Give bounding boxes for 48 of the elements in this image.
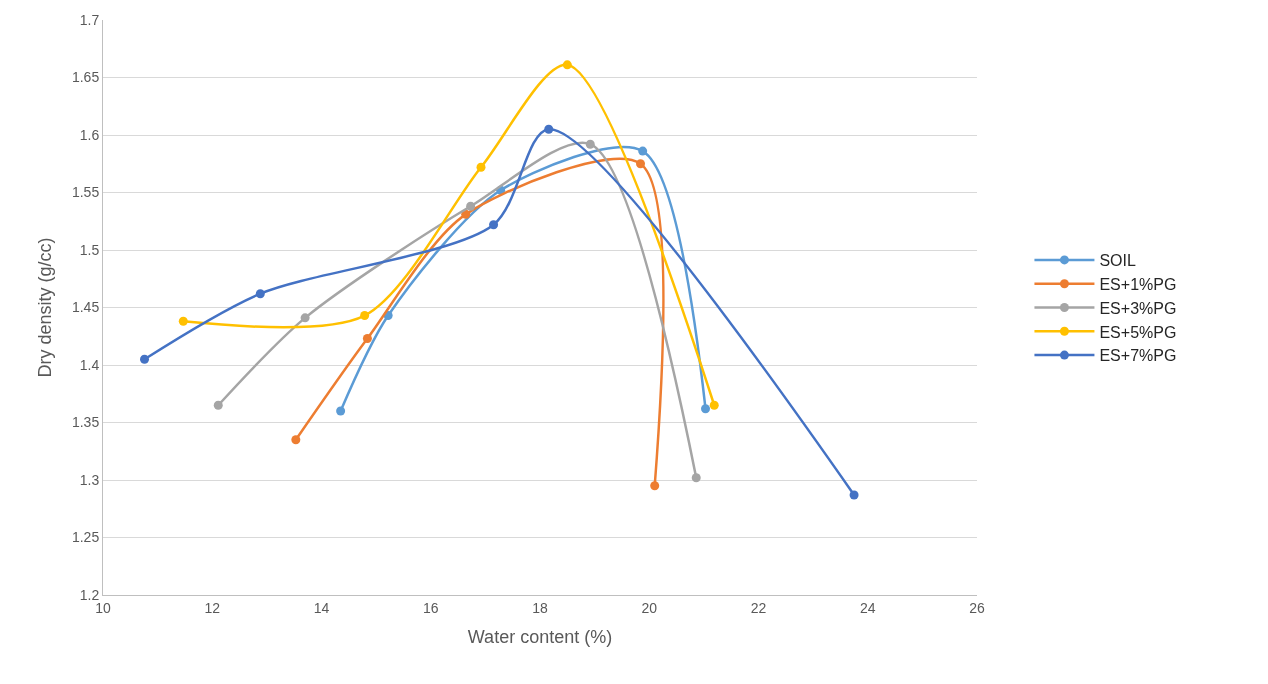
y-tick-label: 1.4 bbox=[79, 356, 100, 373]
x-tick-label: 18 bbox=[532, 599, 548, 616]
point bbox=[562, 60, 572, 70]
y-tick-label: 1.7 bbox=[79, 11, 100, 28]
point bbox=[291, 435, 301, 445]
y-tick-label: 1.6 bbox=[79, 126, 100, 143]
point bbox=[636, 159, 646, 169]
x-tick-label: 24 bbox=[859, 599, 876, 616]
point bbox=[255, 289, 265, 299]
point bbox=[466, 201, 476, 211]
point bbox=[849, 490, 859, 500]
legend-label: ES+3%PG bbox=[1099, 299, 1177, 317]
x-tick-label: 26 bbox=[969, 599, 985, 616]
y-tick-label: 1.3 bbox=[79, 471, 100, 488]
x-tick-label: 14 bbox=[313, 599, 330, 616]
point bbox=[489, 220, 499, 230]
x-tick-label: 22 bbox=[750, 599, 767, 616]
legend-label: ES+7%PG bbox=[1099, 347, 1177, 365]
point bbox=[585, 139, 595, 149]
point bbox=[709, 400, 719, 410]
point bbox=[213, 400, 223, 410]
point bbox=[691, 473, 701, 483]
point bbox=[360, 311, 370, 321]
legend-label: SOIL bbox=[1099, 252, 1136, 270]
y-tick-label: 1.35 bbox=[71, 414, 100, 431]
point bbox=[140, 354, 150, 364]
point bbox=[476, 162, 486, 172]
x-tick-label: 20 bbox=[641, 599, 658, 616]
x-axis-title: Water content (%) bbox=[467, 626, 613, 647]
point bbox=[461, 209, 471, 219]
point bbox=[300, 313, 310, 323]
y-axis-title: Dry density (g/cc) bbox=[35, 237, 56, 378]
point bbox=[336, 406, 346, 416]
y-tick-label: 1.5 bbox=[79, 241, 100, 258]
y-tick-label: 1.45 bbox=[71, 299, 100, 316]
point bbox=[544, 124, 554, 134]
x-tick-label: 12 bbox=[204, 599, 221, 616]
y-tick-label: 1.65 bbox=[71, 69, 100, 86]
point bbox=[178, 316, 188, 326]
point bbox=[701, 404, 711, 414]
point bbox=[362, 334, 372, 344]
legend-label: ES+5%PG bbox=[1099, 323, 1177, 341]
legend-label: ES+1%PG bbox=[1099, 275, 1177, 293]
y-tick-label: 1.25 bbox=[71, 529, 100, 546]
x-tick-label: 16 bbox=[422, 599, 439, 616]
point bbox=[650, 481, 660, 491]
y-tick-label: 1.55 bbox=[71, 184, 100, 201]
point bbox=[638, 146, 648, 156]
